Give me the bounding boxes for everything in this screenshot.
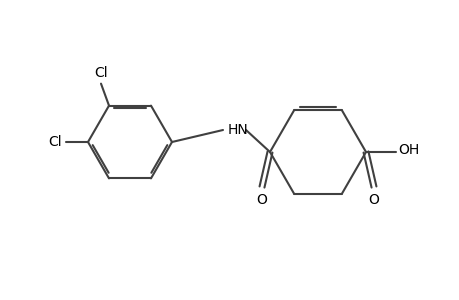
Text: OH: OH xyxy=(397,143,418,157)
Text: Cl: Cl xyxy=(48,135,62,149)
Text: O: O xyxy=(256,193,267,207)
Text: HN: HN xyxy=(228,123,248,137)
Text: Cl: Cl xyxy=(94,66,107,80)
Text: O: O xyxy=(368,193,379,207)
